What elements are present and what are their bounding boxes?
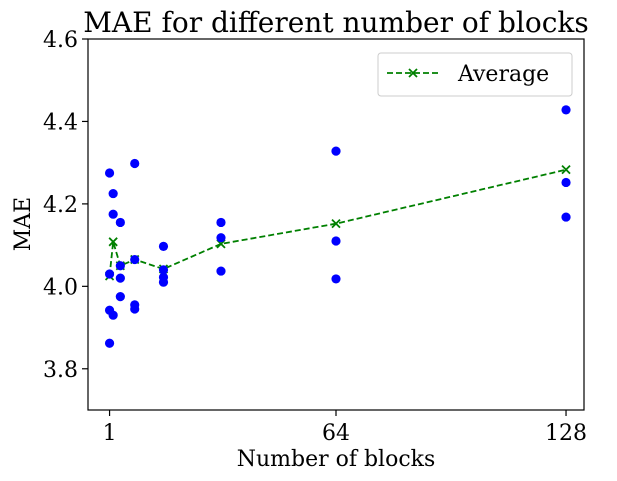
y-tick-label: 4.0 bbox=[43, 275, 78, 300]
data-point bbox=[104, 338, 115, 348]
data-point bbox=[115, 273, 125, 283]
y-tick-label: 4.4 bbox=[43, 110, 78, 135]
data-point bbox=[331, 274, 341, 284]
chart-title: MAE for different number of blocks bbox=[83, 6, 589, 39]
data-point bbox=[130, 304, 140, 314]
data-point bbox=[158, 265, 169, 275]
x-axis-label: Number of blocks bbox=[237, 447, 436, 472]
y-tick-label: 3.8 bbox=[43, 358, 78, 383]
data-point bbox=[561, 105, 571, 115]
y-tick-label: 4.6 bbox=[43, 28, 78, 53]
legend-label-average: Average bbox=[457, 62, 549, 87]
data-point bbox=[130, 158, 140, 169]
data-point bbox=[331, 236, 341, 246]
data-point bbox=[108, 209, 118, 219]
data-point bbox=[158, 277, 169, 287]
x-tick-label: 64 bbox=[322, 421, 350, 446]
data-point bbox=[331, 146, 341, 156]
data-point bbox=[108, 188, 118, 199]
y-axis-label: MAE bbox=[11, 197, 36, 251]
data-point bbox=[216, 233, 226, 243]
y-axis-ticks: 3.8 4.0 4.2 4.4 4.6 bbox=[43, 28, 88, 383]
y-tick-label: 4.2 bbox=[43, 193, 78, 218]
average-line bbox=[108, 168, 567, 277]
data-point bbox=[104, 168, 115, 178]
data-point bbox=[158, 241, 169, 251]
data-point bbox=[216, 266, 226, 276]
legend: Average bbox=[377, 52, 573, 97]
x-axis-ticks: 1 64 128 bbox=[103, 410, 587, 446]
data-point bbox=[561, 177, 571, 188]
data-point bbox=[115, 217, 125, 228]
scatter-points bbox=[104, 105, 571, 348]
data-point bbox=[115, 292, 125, 302]
data-point bbox=[216, 217, 226, 228]
average-marker-x-icon bbox=[561, 165, 571, 175]
legend-box bbox=[377, 52, 573, 97]
data-point bbox=[115, 261, 125, 271]
data-point bbox=[104, 269, 115, 279]
legend-marker-x-icon bbox=[408, 68, 418, 78]
average-marker-x-icon bbox=[331, 219, 341, 229]
x-tick-label: 1 bbox=[103, 421, 117, 446]
average-marker-x-icon bbox=[108, 237, 118, 247]
data-point bbox=[130, 254, 140, 265]
x-tick-label: 128 bbox=[545, 421, 587, 446]
data-point bbox=[108, 310, 118, 320]
data-point bbox=[561, 212, 571, 222]
